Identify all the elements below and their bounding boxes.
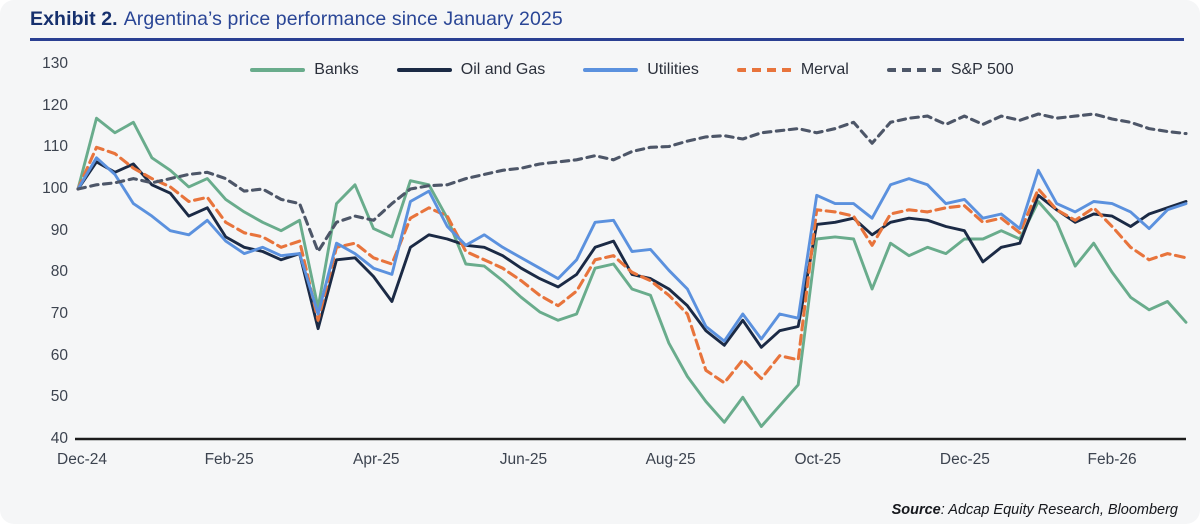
y-axis-label: 80 xyxy=(50,263,68,281)
y-axis-label: 130 xyxy=(42,55,68,72)
chart-legend: Banks Oil and Gas Utilities Merval S&P 500 xyxy=(78,61,1186,79)
y-axis-label: 110 xyxy=(43,138,68,156)
y-axis-label: 70 xyxy=(50,305,68,322)
x-axis-label: Oct-25 xyxy=(794,451,841,468)
series-line-oil-and-gas xyxy=(76,160,1188,349)
series-line-s-p-500 xyxy=(76,112,1188,254)
series-line-utilities xyxy=(76,156,1188,343)
title-rule xyxy=(30,38,1184,41)
legend-swatch-icon xyxy=(250,68,306,72)
legend-label: Oil and Gas xyxy=(460,61,546,78)
legend-item-banks: Banks xyxy=(250,61,359,79)
exhibit-title: Exhibit 2. Argentina’s price performance … xyxy=(30,8,563,31)
legend-label: Merval xyxy=(800,61,849,78)
x-axis-label: Apr-25 xyxy=(353,451,400,468)
source-note: Source: Adcap Equity Research, Bloomberg xyxy=(892,502,1178,518)
legend-item-s-p-500: S&P 500 xyxy=(886,61,1014,79)
legend-swatch-icon xyxy=(583,68,639,72)
legend-label: S&P 500 xyxy=(950,61,1014,78)
y-axis-label: 50 xyxy=(50,388,68,406)
legend-label: Banks xyxy=(314,61,359,78)
y-axis-label: 60 xyxy=(50,346,68,364)
legend-item-merval: Merval xyxy=(736,61,849,79)
x-axis-label: Dec-24 xyxy=(57,451,107,468)
title-text: Argentina’s price performance since Janu… xyxy=(123,8,563,30)
source-label: Source xyxy=(891,502,941,518)
y-axis-label: 100 xyxy=(42,180,68,197)
legend-label: Utilities xyxy=(647,61,699,78)
series-line-banks xyxy=(76,116,1188,428)
legend-swatch-icon xyxy=(396,68,452,72)
y-axis-label: 120 xyxy=(42,96,68,114)
series-line-merval xyxy=(76,145,1188,385)
legend-swatch-icon xyxy=(736,68,792,72)
legend-item-oil-and-gas: Oil and Gas xyxy=(396,61,546,79)
y-axis-label: 90 xyxy=(50,221,68,239)
exhibit-label: Exhibit 2. xyxy=(30,8,118,30)
x-axis-label: Jun-25 xyxy=(499,451,548,468)
legend-item-utilities: Utilities xyxy=(583,61,699,79)
x-axis-label: Feb-25 xyxy=(204,451,254,468)
legend-swatch-icon xyxy=(886,68,942,72)
source-text: : Adcap Equity Research, Bloomberg xyxy=(940,502,1178,518)
x-axis-label: Aug-25 xyxy=(645,451,696,468)
y-axis-label: 40 xyxy=(50,430,68,447)
x-axis-label: Dec-25 xyxy=(939,451,990,468)
x-axis-label: Feb-26 xyxy=(1087,451,1137,468)
